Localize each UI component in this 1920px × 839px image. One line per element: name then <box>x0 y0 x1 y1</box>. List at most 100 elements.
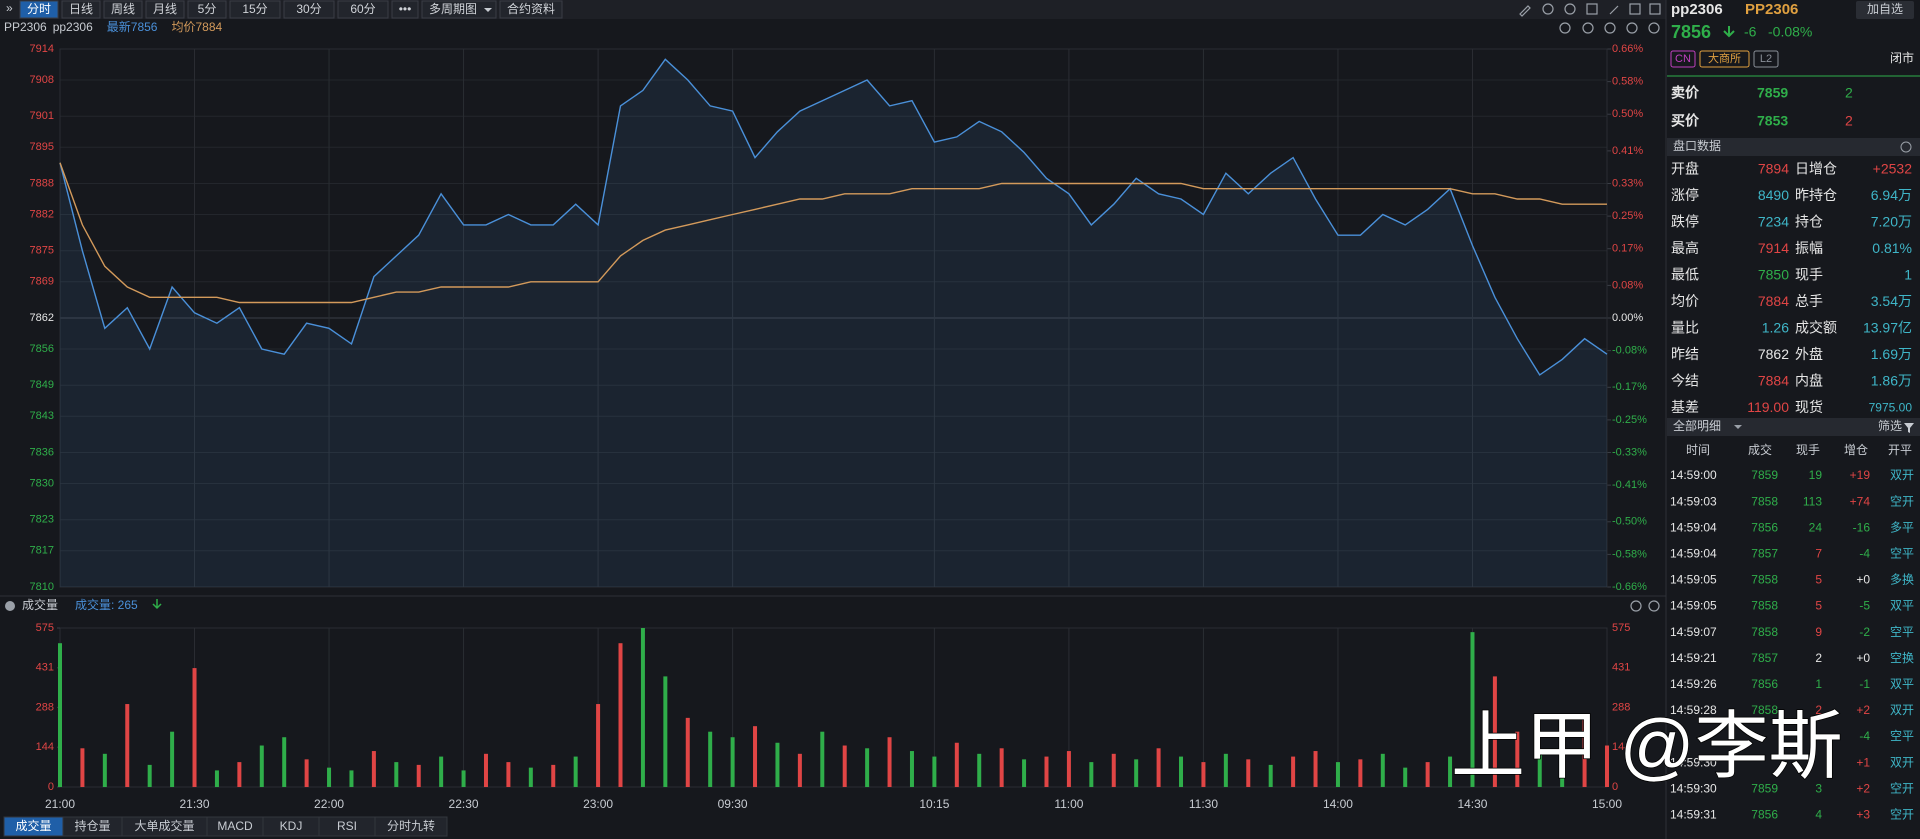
volume-bar <box>125 704 130 787</box>
bid-label: 买价 <box>1671 113 1700 129</box>
toolbar-tab-bg[interactable] <box>145 0 185 19</box>
close-icon[interactable] <box>1626 22 1638 34</box>
bottom-tab[interactable]: 分时九转 <box>387 818 435 833</box>
trade-cell: 双平 <box>1890 677 1914 691</box>
trade-cell: 7856 <box>1751 677 1778 691</box>
trade-cell: 7859 <box>1751 781 1778 795</box>
trades-col: 开平 <box>1888 443 1912 457</box>
volume-bar <box>1066 751 1071 787</box>
quote-label: 开盘 <box>1671 161 1699 177</box>
trade-cell: +0 <box>1856 651 1870 665</box>
bell-icon[interactable] <box>1542 3 1554 15</box>
pen-icon[interactable] <box>1519 5 1531 17</box>
bottom-tab[interactable]: RSI <box>337 819 357 833</box>
add-watch-bg[interactable] <box>1856 1 1914 19</box>
section-gear[interactable] <box>1900 141 1912 153</box>
trades-col: 时间 <box>1686 443 1710 457</box>
volume-bar <box>932 756 937 787</box>
trade-cell: 1 <box>1815 677 1822 691</box>
quote-change: -6 <box>1744 24 1757 40</box>
quote-label: 振幅 <box>1795 240 1823 256</box>
volume-bar <box>439 756 444 787</box>
bottom-tab[interactable]: 大单成交量 <box>134 818 194 833</box>
x-tick-label: 10:15 <box>919 797 949 811</box>
quote-value: 7862 <box>1758 346 1789 362</box>
toolbar-tab[interactable]: 5分 <box>198 2 217 16</box>
filter-icon[interactable] <box>1904 423 1914 433</box>
bottom-tab[interactable]: 成交量 <box>15 818 51 833</box>
bottom-tab[interactable]: MACD <box>217 819 253 833</box>
y-tick-label: 7823 <box>30 514 54 526</box>
toolbar-tab[interactable]: 60分 <box>350 2 375 16</box>
quote-value: 3.54万 <box>1871 293 1912 309</box>
trades-dropdown[interactable] <box>1734 425 1742 429</box>
toolbar-tab-bg[interactable] <box>187 0 227 19</box>
volume-bar <box>506 762 511 787</box>
toolbar-tab[interactable]: 多周期图 <box>429 2 477 16</box>
window-icon[interactable] <box>1649 3 1661 15</box>
vol-collapse-icon[interactable] <box>5 601 15 611</box>
toolbar-tab[interactable]: 月线 <box>153 2 177 16</box>
toolbar-tab-bg[interactable] <box>421 0 497 19</box>
trade-cell: 19 <box>1809 468 1823 482</box>
vol-close-icon[interactable] <box>1630 600 1642 612</box>
toolbar-tab-bg[interactable] <box>283 0 335 19</box>
ruler-icon[interactable] <box>1609 5 1619 15</box>
trade-cell: +1 <box>1856 755 1870 769</box>
toolbar-tab[interactable]: 分时 <box>27 2 51 16</box>
toolbar-tab[interactable]: ••• <box>399 2 412 16</box>
quote-value: 1.69万 <box>1871 346 1912 362</box>
trades-filter[interactable]: 筛选 <box>1878 418 1902 433</box>
toolbar-tab[interactable]: 日线 <box>69 2 93 16</box>
y-tick-label: 7843 <box>30 410 54 422</box>
volume-bar <box>596 704 601 787</box>
toolbar-expand[interactable]: » <box>6 1 13 15</box>
cloud-icon[interactable] <box>1564 3 1576 15</box>
volume-bar <box>1134 759 1139 787</box>
quote-label: 内盘 <box>1795 373 1823 389</box>
bottom-tab[interactable]: 持仓量 <box>74 818 110 833</box>
fullscreen-icon[interactable] <box>1629 3 1641 15</box>
reset-icon[interactable] <box>1559 22 1571 34</box>
toolbar-icons <box>1519 3 1661 612</box>
quote-label: 均价 <box>1671 293 1699 309</box>
trade-cell: 14:59:00 <box>1670 468 1717 482</box>
camera-icon[interactable] <box>1586 3 1598 15</box>
zoom-in-icon[interactable] <box>1582 22 1594 34</box>
trade-cell: 7858 <box>1751 625 1778 639</box>
toolbar-tab-bg[interactable] <box>19 0 59 19</box>
add-watch[interactable]: 加自选 <box>1867 2 1903 16</box>
tag: L2 <box>1760 53 1772 65</box>
bottom-tab-bg[interactable] <box>374 816 448 837</box>
settings-icon[interactable] <box>1648 22 1660 34</box>
toolbar-tab-bg[interactable] <box>337 0 389 19</box>
toolbar-tab-bg[interactable] <box>391 0 419 19</box>
quote-value: 7234 <box>1758 214 1789 230</box>
toolbar-tab[interactable]: 合约资料 <box>507 1 555 16</box>
toolbar-tab[interactable]: 周线 <box>111 2 135 16</box>
y2-tick-label: 0.25% <box>1612 210 1643 222</box>
tag: 大商所 <box>1708 51 1741 65</box>
vol-title: 成交量 <box>22 597 58 612</box>
y-tick-label: 7862 <box>30 312 54 324</box>
vol-settings-icon[interactable] <box>1648 600 1660 612</box>
trade-cell: +74 <box>1850 494 1871 508</box>
volume-bar <box>1156 748 1161 787</box>
y-tick-label: 7830 <box>30 477 54 489</box>
volume-bar <box>1560 762 1565 787</box>
toolbar-tab-bg[interactable] <box>61 0 101 19</box>
toolbar-tab[interactable]: 15分 <box>242 2 267 16</box>
toolbar-tab-bg[interactable] <box>103 0 143 19</box>
bottom-tab[interactable]: KDJ <box>280 819 303 833</box>
trade-cell: 14:59:05 <box>1670 573 1717 587</box>
volume-bar <box>551 764 556 787</box>
toolbar-tab[interactable]: 30分 <box>296 2 321 16</box>
y2-tick-label: -0.08% <box>1612 345 1647 357</box>
toolbar-tab-bg[interactable] <box>499 0 563 19</box>
bid-qty: 2 <box>1845 113 1853 129</box>
toolbar-tab-bg[interactable] <box>229 0 281 19</box>
trade-cell: 空平 <box>1890 625 1914 639</box>
trade-cell: 14:59:30 <box>1670 781 1717 795</box>
zoom-out-icon[interactable] <box>1604 22 1616 34</box>
